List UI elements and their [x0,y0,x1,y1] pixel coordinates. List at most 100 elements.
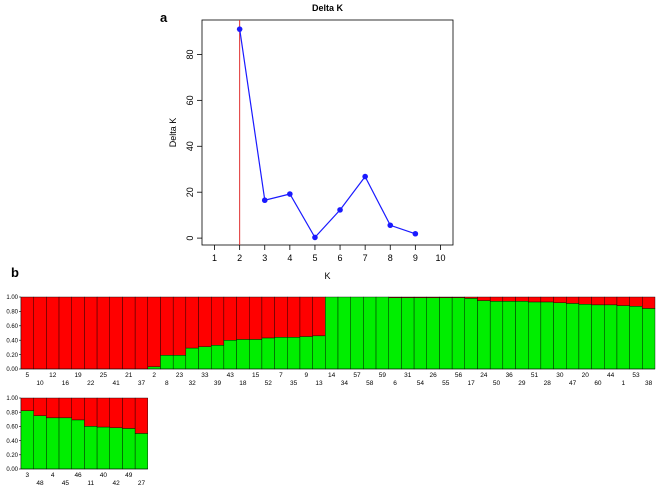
membership-bar-cluster2 [172,355,187,370]
sample-label: 14 [328,372,336,379]
membership-bar-cluster2 [33,415,47,470]
sample-label: 18 [239,380,247,387]
membership-bar-cluster1 [46,296,60,370]
sample-label: 21 [125,372,133,379]
membership-bar-cluster1 [134,397,148,434]
y-tick-label: 20 [185,187,195,197]
sample-label: 30 [556,372,564,379]
membership-bar-cluster2 [312,335,326,370]
membership-bar-cluster1 [629,296,643,307]
sample-label: 38 [645,380,653,387]
membership-bar-cluster2 [540,301,554,370]
sample-label: 2 [152,372,156,379]
sample-label: 6 [393,380,397,387]
sample-label: 59 [379,372,387,379]
membership-y-tick-label: 0.00 [6,367,18,373]
membership-bar-cluster2 [604,304,618,370]
membership-y-tick-label: 0.60 [6,425,18,431]
membership-bar-cluster1 [236,296,250,340]
sample-label: 44 [607,372,615,379]
membership-y-tick-label: 0.20 [6,453,18,459]
membership-bar-cluster1 [553,296,567,303]
sample-label: 22 [87,380,95,387]
membership-bar-cluster2 [578,304,592,370]
membership-bar-cluster1 [122,397,136,429]
membership-bar-cluster2 [46,417,60,470]
delta-k-line [239,29,416,239]
x-tick-label: 9 [413,253,418,263]
membership-bar-cluster2 [134,433,148,470]
membership-bar-cluster1 [134,296,148,370]
data-point [261,197,268,204]
sample-label: 19 [74,372,82,379]
membership-bar-cluster2 [477,300,491,370]
membership-bar-cluster2 [502,301,516,370]
membership-bar-cluster2 [198,346,212,370]
membership-bar-cluster2 [287,337,301,370]
membership-bar-cluster1 [58,296,72,370]
sample-label: 13 [315,380,323,387]
membership-y-tick-label: 0.40 [6,338,18,344]
membership-bar-cluster2 [210,345,225,370]
membership-bar-cluster2 [249,339,263,370]
membership-bar-cluster1 [274,296,288,338]
membership-bar-cluster1 [147,296,161,368]
sample-label: 16 [62,380,70,387]
x-axis-label: K [324,271,330,281]
data-point [312,234,318,241]
membership-bar-cluster2 [185,347,199,370]
sample-label: 12 [49,372,57,379]
data-point [412,230,419,237]
sample-label: 50 [493,380,501,387]
membership-bar-cluster2 [337,296,351,370]
membership-bar-cluster2 [439,297,453,370]
sample-label: 7 [279,372,283,379]
membership-bar-cluster2 [489,301,504,370]
sample-label: 36 [506,372,514,379]
membership-bar-cluster2 [566,303,580,370]
membership-y-tick-label: 1.00 [6,396,18,402]
sample-label: 5 [26,372,30,379]
membership-bar-cluster1 [58,397,72,419]
membership-bar-cluster1 [46,397,60,419]
sample-label: 9 [304,372,308,379]
membership-y-tick-label: 1.00 [6,295,18,301]
membership-bar-cluster1 [489,296,504,302]
sample-label: 39 [214,380,222,387]
membership-bar-cluster1 [71,397,85,421]
panel-label-b: b [11,265,19,280]
membership-bar-cluster1 [198,296,212,347]
membership-bar-cluster1 [464,296,478,299]
membership-y-tick-label: 0.40 [6,439,18,445]
membership-bar-cluster1 [33,296,47,370]
sample-label: 24 [480,372,488,379]
membership-bar-cluster1 [591,296,605,306]
membership-bar-cluster2 [96,426,110,470]
x-tick-label: 1 [212,253,217,263]
membership-bar-cluster1 [249,296,263,340]
membership-bar-cluster1 [20,296,34,370]
y-tick-label: 60 [185,95,195,105]
membership-bar-cluster2 [388,297,402,370]
x-tick-label: 5 [312,253,317,263]
membership-bar-cluster2 [363,296,377,370]
sample-label: 55 [442,380,450,387]
membership-bar-cluster2 [122,428,136,470]
sample-label: 11 [87,480,94,486]
sample-label: 58 [366,380,374,387]
membership-bar-cluster2 [274,337,288,370]
membership-bar-cluster1 [160,296,174,356]
membership-bar-cluster2 [616,305,630,370]
membership-bar-cluster2 [71,419,85,470]
membership-bar-cluster2 [401,297,415,370]
membership-bar-cluster2 [528,301,542,370]
x-tick-label: 2 [237,253,242,263]
y-axis-label: Delta K [168,118,178,148]
membership-bar-cluster2 [236,339,250,370]
sample-label: 54 [417,380,425,387]
data-point [387,222,394,229]
sample-label: 10 [36,380,44,387]
sample-label: 41 [112,380,120,387]
sample-label: 1 [621,380,625,387]
membership-bar-cluster2 [591,304,605,370]
